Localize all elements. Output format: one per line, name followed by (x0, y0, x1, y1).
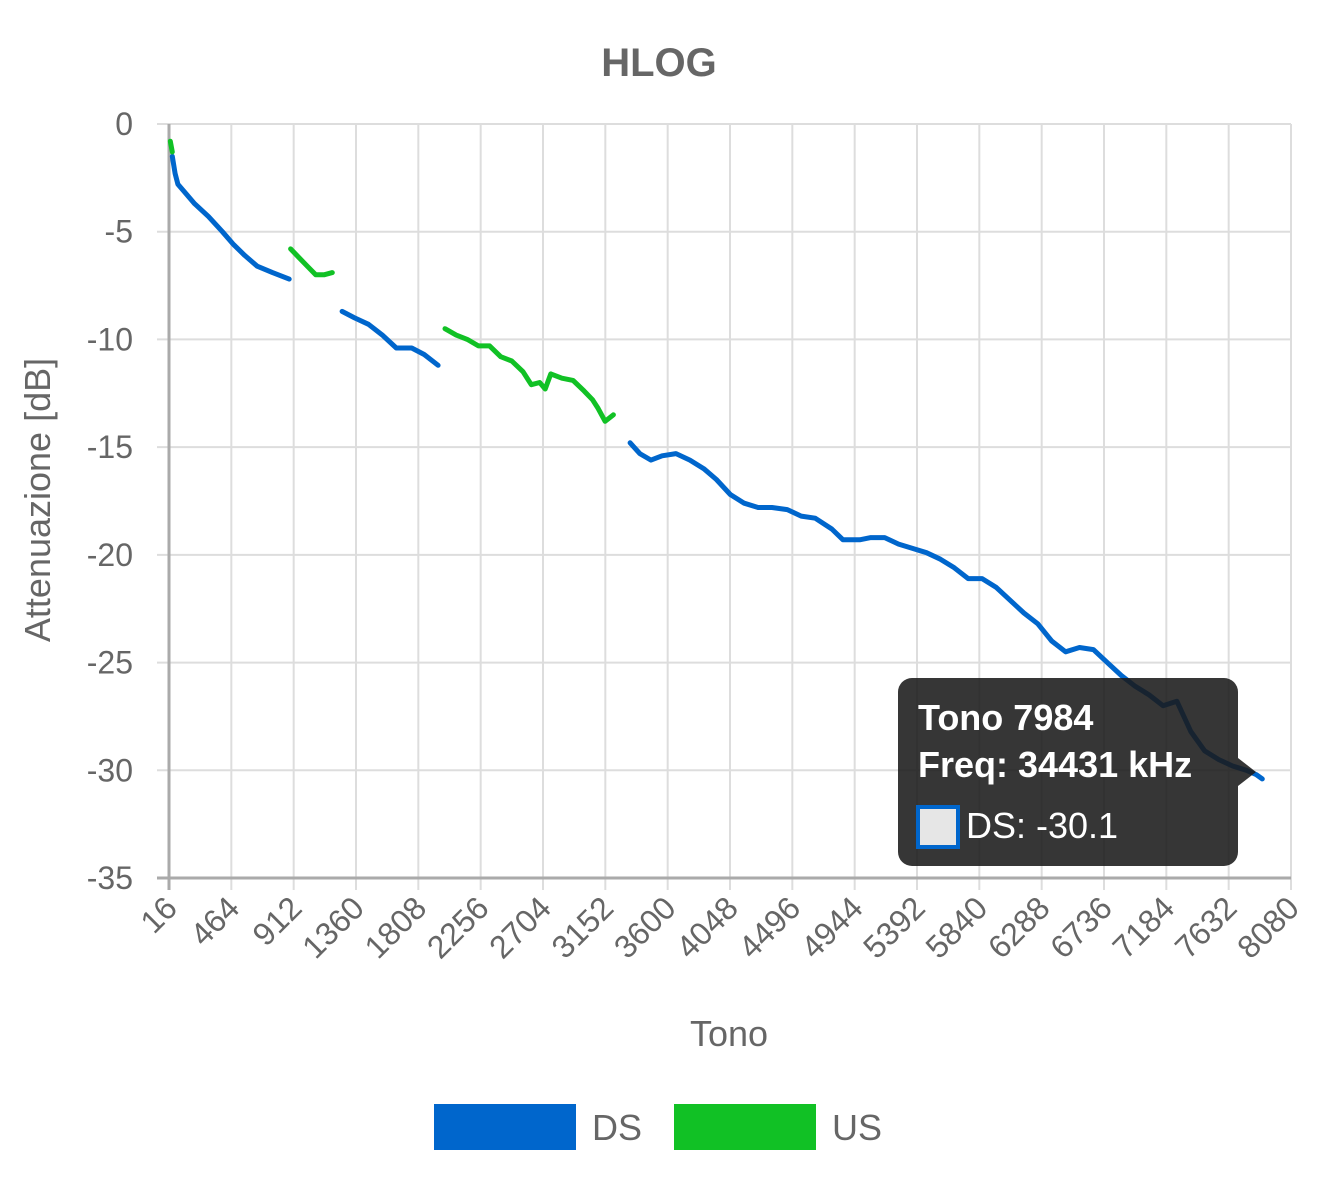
x-tick-label: 4496 (731, 889, 807, 965)
x-tick-label: 5840 (918, 889, 994, 965)
y-axis-title: Attenuazione [dB] (17, 358, 58, 642)
x-tick-label: 2704 (482, 889, 558, 965)
y-tick-label: -15 (87, 429, 133, 465)
legend: DS US (434, 1104, 882, 1150)
y-tick-label: -35 (87, 860, 133, 896)
y-tick-labels: 0 -5 -10 -15 -20 -25 -30 -35 (87, 106, 133, 896)
tooltip-value: DS: -30.1 (966, 805, 1118, 846)
x-axis-title: Tono (690, 1013, 768, 1054)
series-us-line[interactable] (288, 246, 335, 278)
x-tick-label: 6736 (1043, 889, 1119, 965)
y-tick-label: -5 (105, 214, 133, 250)
x-tick-label: 3152 (544, 889, 620, 965)
x-tick-label: 5392 (856, 889, 932, 965)
legend-us-label[interactable]: US (832, 1107, 882, 1148)
x-tick-label: 3600 (607, 889, 683, 965)
x-tick-label: 4944 (794, 889, 870, 965)
x-tick-label: 16 (133, 889, 184, 940)
tooltip-background (898, 678, 1238, 866)
tooltip-title-line1: Tono 7984 (918, 697, 1093, 738)
x-tick-label: 7184 (1105, 889, 1181, 965)
x-tick-label: 2256 (420, 889, 496, 965)
x-tick-label: 6288 (981, 889, 1057, 965)
x-tick-label: 1360 (295, 889, 371, 965)
legend-ds-swatch[interactable] (434, 1104, 576, 1150)
series-ds-line[interactable] (339, 308, 441, 368)
x-tick-label: 464 (183, 889, 246, 952)
chart-title: HLOG (601, 41, 717, 85)
x-tick-label: 1808 (357, 889, 433, 965)
tooltip-caret (1238, 758, 1256, 786)
y-tick-label: -10 (87, 321, 133, 357)
series-ds-line[interactable] (169, 153, 292, 282)
y-tick-label: -20 (87, 537, 133, 573)
x-tick-label: 4048 (669, 889, 745, 965)
y-tick-label: 0 (115, 106, 133, 142)
y-tick-label: -25 (87, 645, 133, 681)
tooltip-color-swatch (916, 805, 960, 849)
y-tick-label: -30 (87, 752, 133, 788)
x-tick-label: 8080 (1230, 889, 1306, 965)
tooltip: Tono 7984 Freq: 34431 kHz DS: -30.1 (898, 678, 1256, 866)
tooltip-title-line2: Freq: 34431 kHz (918, 744, 1192, 785)
legend-us-swatch[interactable] (674, 1104, 816, 1150)
series-us-line[interactable] (167, 138, 175, 155)
series-us-line[interactable] (442, 326, 616, 424)
legend-ds-label[interactable]: DS (592, 1107, 642, 1148)
x-tick-label: 7632 (1168, 889, 1244, 965)
x-tick-labels: 16 464 91213601808225627043152360040484496… (133, 889, 1306, 965)
